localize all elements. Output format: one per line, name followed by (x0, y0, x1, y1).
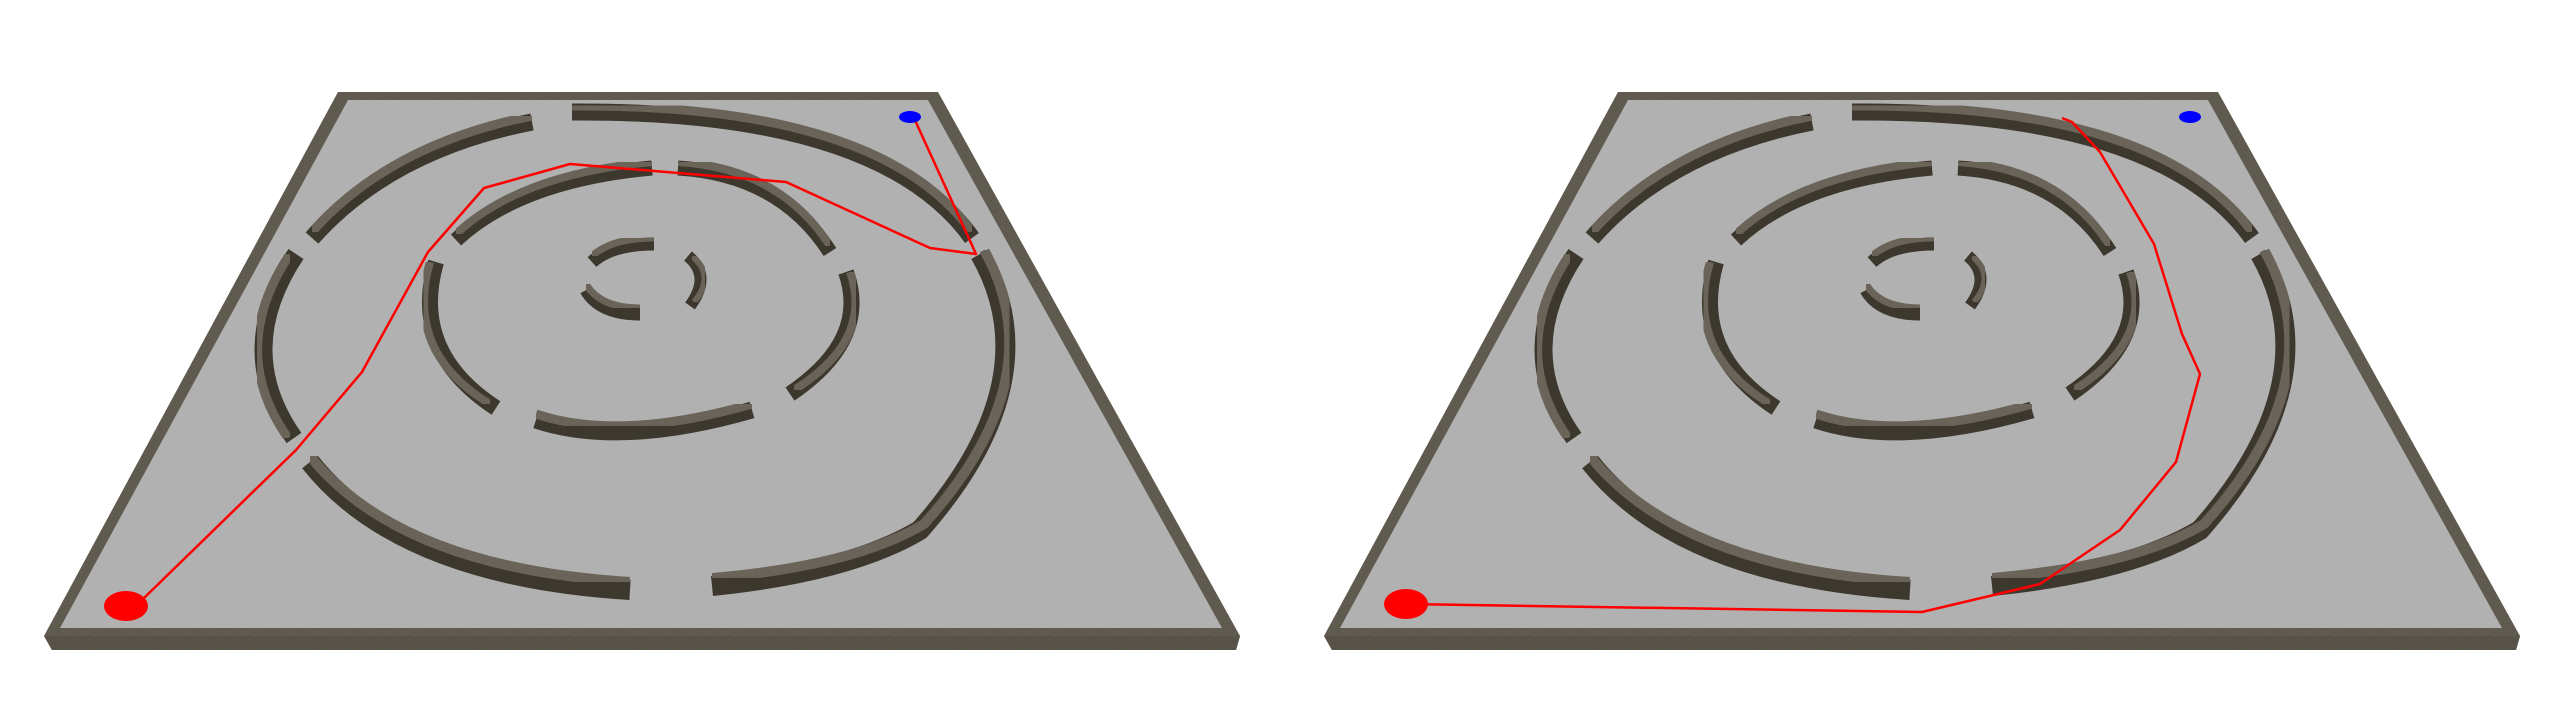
outer-ring-segment-left (1534, 249, 1584, 444)
maze-base-front-edge (44, 636, 1240, 650)
solution-path-line (1405, 116, 2202, 614)
inner-ring-segment-top (587, 237, 655, 268)
start-marker-icon (104, 591, 148, 621)
inner-ring-walls (1860, 234, 1988, 321)
maze-base-front-edge (1324, 636, 2520, 650)
start-marker-icon (1384, 589, 1428, 619)
middle-ring-segment-bottom (1813, 401, 2035, 441)
inner-ring-segment-left (580, 286, 641, 321)
goal-marker-icon (2179, 111, 2201, 123)
right-maze-panel (1324, 92, 2520, 650)
outer-ring-walls (1533, 101, 2296, 600)
maze-floor (60, 100, 1222, 628)
goal-marker-icon (899, 111, 921, 123)
maze-floor (1340, 100, 2502, 628)
inner-ring-segment-left (1860, 286, 1921, 321)
middle-ring-segment-bottom (533, 401, 755, 441)
middle-ring-walls (1700, 158, 2140, 441)
middle-ring-segment-top-left (1730, 160, 1933, 246)
left-maze-panel (44, 92, 1240, 650)
outer-ring-segment-left (254, 249, 304, 444)
middle-ring-segment-top-left (450, 160, 653, 246)
inner-ring-segment-top (1867, 237, 1935, 268)
outer-ring-walls (253, 101, 1016, 600)
middle-ring-walls (420, 158, 860, 441)
solution-path-line (143, 117, 978, 599)
inner-ring-walls (580, 234, 708, 321)
